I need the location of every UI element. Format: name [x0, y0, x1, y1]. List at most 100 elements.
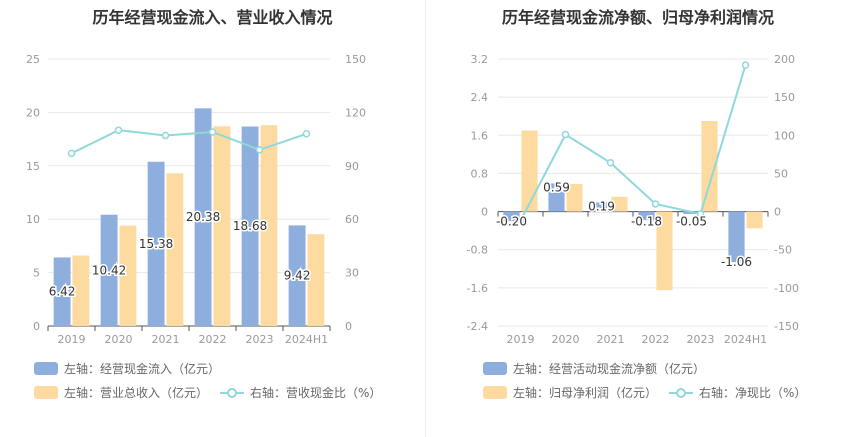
bar-primary [194, 108, 212, 326]
bar-data-label: -0.05 [676, 215, 707, 229]
line-series [71, 129, 307, 155]
line-point [606, 158, 615, 167]
bar-data-label: 20.38 [186, 210, 220, 224]
bar-secondary [656, 211, 673, 291]
chart-panel-cashflow-revenue: 历年经营现金流入、营业收入情况 0 5 10 15 20 25 0 30 60 90 120 150 2… [26, 8, 381, 401]
bar-data-label: 10.42 [92, 263, 126, 277]
left-axis-tick-label: -2.4 [467, 320, 488, 333]
x-axis-tick-label: 2021 [152, 333, 180, 346]
bar-primary [288, 225, 306, 326]
left-axis-tick-label: 2.4 [471, 91, 489, 104]
bar-secondary [746, 211, 763, 229]
bar-primary [638, 211, 655, 221]
x-axis-tick-label: 2023 [246, 333, 274, 346]
line-point [516, 216, 525, 225]
right-axis-tick-label: 150 [774, 91, 795, 104]
bar-data-label: -1.06 [721, 255, 752, 269]
chart-plot: -2.4 -1.6 -0.8 0 0.8 1.6 2.4 3.2 -150 -100 -50 0 50 1… [467, 53, 799, 346]
left-axis-tick-label: 10 [26, 213, 40, 226]
line-point [651, 200, 660, 208]
chart-panel-netcash-profit: 历年经营现金流净额、归母净利润情况 -2.4 -1.6 -0.8 0 0.8 1.6 2.4… [426, 0, 850, 437]
x-axis-tick-label: 2024H1 [724, 333, 767, 346]
legend-item-cash-ratio[interactable]: 右轴：营收现金比（%） [220, 384, 381, 401]
right-axis-tick-label: 120 [345, 106, 366, 119]
bar-primary [593, 202, 610, 212]
bar-secondary [72, 255, 90, 326]
line-point [741, 61, 750, 69]
left-axis-tick-label: 15 [26, 160, 40, 173]
legend-item-net-cash-ratio[interactable]: 右轴：净现比（%） [669, 384, 806, 401]
legend-label: 左轴：经营活动现金流净额（亿元） [513, 362, 706, 376]
bar-primary [241, 126, 259, 327]
bar-secondary [307, 234, 325, 326]
x-axis-tick-label: 2022 [642, 333, 670, 346]
right-axis-tick-label: 90 [345, 160, 359, 173]
line-point [255, 146, 264, 154]
bar-data-label: -0.20 [496, 215, 527, 229]
bar-primary [728, 211, 745, 263]
left-axis-tick-label: 0.8 [471, 167, 489, 180]
left-axis-tick-label: 5 [33, 267, 40, 280]
legend-item-net-cash[interactable]: 左轴：经营活动现金流净额（亿元） [483, 360, 705, 377]
line-point [67, 149, 76, 158]
x-axis-tick-label: 2020 [105, 333, 133, 346]
legend-item-revenue[interactable]: 左轴：营业总收入（亿元） [34, 384, 208, 401]
bar-secondary [166, 173, 184, 326]
right-axis-tick-label: -100 [774, 282, 799, 295]
x-axis-tick-label: 2023 [687, 333, 715, 346]
bar-primary [548, 183, 565, 212]
bar-secondary [566, 183, 583, 212]
right-axis-tick-label: 30 [345, 267, 359, 280]
left-axis-tick-label: 0 [481, 206, 488, 219]
bar-secondary [611, 196, 628, 212]
chart-title: 历年经营现金流入、营业收入情况 [92, 8, 333, 27]
bar-data-label: 18.68 [233, 219, 267, 233]
left-axis-tick-label: 25 [26, 53, 40, 66]
left-axis-tick-label: 0 [33, 320, 40, 333]
left-axis-tick-label: 3.2 [471, 53, 489, 66]
bar-data-label: 0.59 [543, 180, 570, 194]
bar-data-label: 9.42 [284, 269, 311, 283]
legend-label: 右轴：净现比（%） [699, 386, 807, 400]
x-axis-tick-label: 2022 [199, 333, 227, 346]
legend-swatch [34, 362, 58, 375]
bar-primary [53, 257, 71, 326]
x-axis-tick-label: 2019 [58, 333, 86, 346]
bar-data-label: -0.18 [631, 215, 662, 229]
left-axis-tick-label: -1.6 [467, 282, 488, 295]
legend-item-cash-inflow[interactable]: 左轴：经营现金流入（亿元） [34, 360, 220, 377]
right-axis-tick-label: 200 [774, 53, 795, 66]
bar-primary [503, 211, 520, 222]
legend-swatch [483, 362, 507, 375]
line-series [519, 64, 747, 222]
right-axis-tick-label: 100 [774, 129, 795, 142]
line-point [208, 128, 217, 136]
x-axis-tick-label: 2024H1 [285, 333, 328, 346]
legend-label: 左轴：营业总收入（亿元） [64, 386, 209, 400]
bar-secondary [260, 125, 278, 326]
chart-title: 历年经营现金流净额、归母净利润情况 [501, 8, 774, 27]
left-axis-tick-label: 20 [26, 106, 40, 119]
x-axis-tick-label: 2021 [597, 333, 625, 346]
bar-data-label: 0.19 [588, 200, 615, 214]
right-axis-tick-label: 150 [345, 53, 366, 66]
line-point [302, 130, 311, 138]
right-axis-tick-label: -150 [774, 320, 799, 333]
left-axis-tick-label: -0.8 [467, 244, 488, 257]
bar-data-label: 6.42 [49, 285, 76, 299]
right-axis-tick-label: 60 [345, 213, 359, 226]
legend-label: 左轴：经营现金流入（亿元） [64, 362, 221, 376]
bar-primary [147, 161, 165, 326]
line-point [161, 131, 170, 140]
right-axis-tick-label: 0 [774, 206, 781, 219]
bar-secondary [119, 225, 137, 326]
legend-line-swatch [220, 386, 244, 399]
bar-secondary [213, 126, 231, 326]
x-axis-tick-label: 2019 [507, 333, 535, 346]
right-axis-tick-label: 0 [345, 320, 352, 333]
chart-plot: 0 5 10 15 20 25 0 30 60 90 120 150 2019 2020 2021 2022 2… [26, 53, 366, 346]
legend-label: 左轴：归母净利润（亿元） [513, 386, 658, 400]
legend-swatch [483, 386, 507, 399]
legend-item-net-profit[interactable]: 左轴：归母净利润（亿元） [483, 384, 657, 401]
x-axis-tick-label: 2020 [552, 333, 580, 346]
